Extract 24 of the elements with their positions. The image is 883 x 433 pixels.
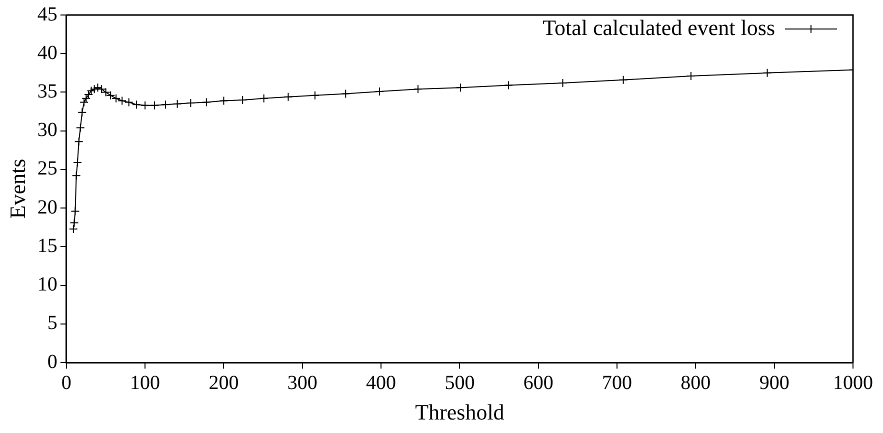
y-tick-label: 30 (37, 119, 58, 142)
x-tick-label: 300 (287, 372, 318, 394)
y-tick-label: 0 (47, 350, 58, 373)
y-tick-label: 35 (37, 80, 58, 102)
x-tick-label: 700 (602, 372, 632, 394)
x-tick-label: 600 (523, 372, 554, 394)
x-tick-label: 800 (680, 372, 711, 394)
x-tick-label: 400 (366, 372, 396, 394)
y-tick-label: 25 (37, 158, 58, 180)
y-tick-label: 10 (37, 274, 58, 296)
legend-label: Total calculated event loss (542, 14, 776, 40)
x-axis-title: Threshold (415, 400, 504, 425)
y-axis-title: Events (4, 158, 30, 219)
x-tick-label: 100 (130, 372, 160, 394)
x-tick-label: 1000 (833, 372, 873, 394)
y-tick-label: 45 (37, 3, 58, 26)
x-tick-label: 900 (759, 372, 790, 394)
y-tick-label: 5 (47, 312, 58, 334)
y-tick-label: 15 (37, 234, 58, 257)
x-tick-label: 500 (444, 372, 475, 394)
x-tick-label: 200 (208, 372, 239, 394)
y-tick-label: 20 (37, 196, 58, 218)
y-tick-label: 40 (37, 42, 58, 64)
x-tick-label: 0 (61, 372, 72, 394)
